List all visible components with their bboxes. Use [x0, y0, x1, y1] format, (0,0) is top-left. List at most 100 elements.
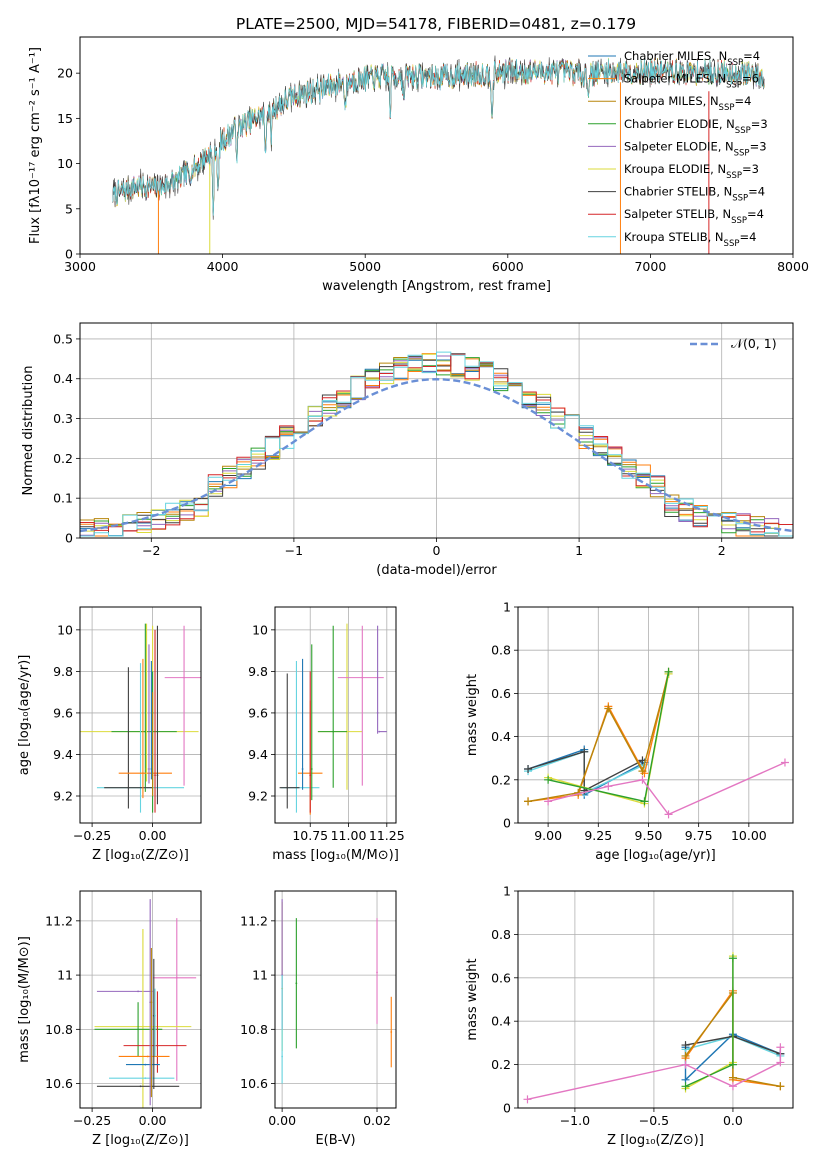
y-tick-label: 0.2: [53, 451, 73, 466]
y-axis-label: mass weight: [465, 674, 480, 756]
weight-marker: [681, 1082, 690, 1091]
y-tick-label: 0: [65, 247, 73, 262]
weight-marker: [604, 704, 613, 713]
x-axis-label: wavelength [Angstrom, rest frame]: [322, 279, 551, 294]
weight-marker: [638, 767, 647, 776]
legend-entry: Chabrier MILES, NSSP=4: [624, 49, 760, 68]
age-vs-z-panel: −0.25 0.00 9.2 9.4 9.6 9.8 10 Z [log₁₀(Z/Z⊙)] ag…: [17, 606, 202, 863]
weight-marker: [728, 1060, 737, 1069]
weight-series-line: [527, 750, 643, 792]
y-axis-label: mass weight: [465, 958, 480, 1040]
x-tick-label: 0.0: [723, 1113, 743, 1128]
y-tick-label: 9.4: [53, 747, 73, 762]
data-point: [281, 1055, 284, 1058]
weight-marker: [776, 1058, 785, 1067]
x-tick-label: −1: [285, 543, 303, 558]
data-point: [361, 676, 364, 679]
y-tick-label: 10.8: [240, 1022, 268, 1037]
legend-entry: Salpeter ELODIE, NSSP=3: [624, 139, 767, 158]
y-tick-label: 1: [503, 884, 511, 899]
data-point: [148, 768, 150, 770]
x-tick-label: 11.00: [331, 828, 367, 843]
y-tick-label: 11.2: [45, 913, 73, 928]
y-tick-label: 9.2: [53, 789, 73, 804]
weight-marker: [604, 782, 613, 791]
x-tick-label: 0.00: [139, 828, 167, 843]
y-tick-label: 10: [57, 622, 73, 637]
mass-vs-z-panel: −0.25 0.00 10.6 10.8 11 11.2 Z [log₁₀(Z/Z⊙)] ma…: [17, 890, 202, 1148]
x-tick-label: 10.00: [731, 828, 767, 843]
y-tick-label: 0.8: [491, 927, 511, 942]
y-tick-label: 0.2: [491, 772, 511, 787]
y-tick-label: 10.6: [45, 1076, 73, 1091]
axes-frame: [274, 890, 397, 1109]
plot-area: [279, 623, 387, 815]
age-vs-mass-panel: 10.75 11.00 11.25 9.2 9.4 9.6 9.8 10 mass [log₁₀…: [248, 606, 405, 863]
y-tick-label: 9.2: [248, 789, 268, 804]
data-point: [151, 774, 154, 777]
y-tick-label: 0.3: [53, 411, 73, 426]
plot-area: [80, 351, 793, 537]
weight-marker: [776, 1082, 785, 1091]
weight-vs-z-panel: −1.0 −0.5 0.0 0 0.2 0.4 0.6 0.8 1 Z [log₁₀(Z/Z⊙)]…: [465, 884, 794, 1148]
x-tick-label: −0.25: [73, 1113, 111, 1128]
legend-entry: Kroupa MILES, NSSP=4: [624, 94, 751, 113]
axes-frame: [79, 36, 794, 255]
data-point: [150, 768, 153, 770]
x-tick-label: 1: [575, 543, 583, 558]
y-tick-label: 9.6: [53, 705, 73, 720]
weight-marker: [544, 797, 553, 806]
data-point: [145, 768, 148, 770]
plot-area: [523, 952, 785, 1104]
y-tick-label: 1: [503, 600, 511, 615]
weight-marker: [728, 1073, 737, 1082]
x-tick-label: 3000: [64, 259, 96, 274]
data-point: [376, 971, 378, 974]
weight-marker: [780, 758, 789, 767]
axes-frame: [79, 606, 202, 824]
data-point: [376, 712, 379, 714]
x-axis-label: Z [log₁₀(Z/Z⊙)]: [92, 1133, 189, 1148]
data-point: [144, 1077, 147, 1080]
y-tick-label: 20: [57, 66, 73, 81]
axes-frame: [517, 606, 794, 824]
data-point: [142, 772, 144, 775]
y-axis-label: age [log₁₀(age/yr)]: [17, 655, 32, 776]
data-point: [137, 990, 139, 993]
weight-marker: [640, 797, 649, 806]
plot-area: [94, 899, 197, 1108]
x-tick-label: 4000: [207, 259, 239, 274]
data-point: [146, 1055, 149, 1058]
y-axis-label: mass [log₁₀(M/M⊙)]: [17, 936, 32, 1063]
weight-vs-age-panel: 9.00 9.25 9.50 9.75 10.00 0 0.2 0.4 0.6 0.8 1 age […: [465, 600, 794, 863]
data-point: [154, 774, 156, 777]
data-point: [183, 676, 185, 679]
x-tick-label: 6000: [492, 259, 524, 274]
axes-frame: [79, 890, 202, 1109]
y-tick-label: 11: [252, 968, 268, 983]
weight-marker: [681, 1051, 690, 1060]
y-tick-label: 10: [252, 622, 268, 637]
data-point: [154, 1014, 156, 1017]
x-tick-label: 0.00: [268, 1113, 296, 1128]
histogram-series: [80, 359, 793, 537]
weight-marker: [728, 1082, 737, 1091]
y-tick-label: 0.4: [491, 1014, 511, 1029]
y-tick-label: 0: [65, 531, 73, 546]
data-point: [139, 1085, 142, 1088]
x-tick-label: 9.00: [534, 828, 562, 843]
y-tick-label: 10.8: [45, 1022, 73, 1037]
plot-area: [80, 623, 201, 813]
legend-entry: Kroupa ELODIE, NSSP=3: [624, 162, 759, 181]
weight-series-line: [685, 956, 734, 1090]
weight-marker: [544, 775, 553, 784]
plot-area: [281, 899, 393, 1084]
y-tick-label: 9.6: [248, 705, 268, 720]
legend-entry: Salpeter STELIB, NSSP=4: [624, 207, 764, 226]
weight-marker: [664, 810, 673, 819]
x-axis-label: mass [log₁₀(M/M⊙)]: [272, 848, 399, 863]
data-point: [144, 730, 147, 733]
legend-entry: Salpeter MILES, NSSP=6: [624, 72, 759, 91]
x-tick-label: 8000: [777, 259, 809, 274]
x-tick-label: −2: [142, 543, 160, 558]
